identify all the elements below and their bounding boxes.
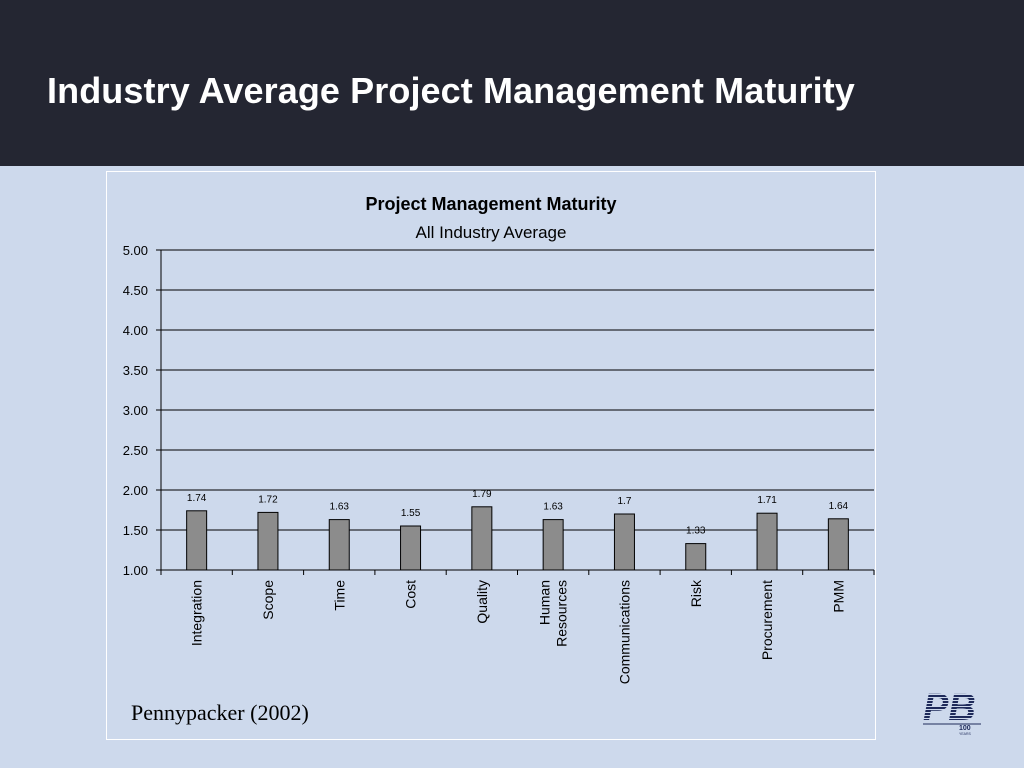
bar xyxy=(685,543,707,571)
data-label: 1.63 xyxy=(330,502,350,513)
data-label: 1.33 xyxy=(686,526,706,537)
data-label: 1.72 xyxy=(258,494,278,505)
category-label: Integration xyxy=(189,580,205,646)
data-label: 1.55 xyxy=(401,508,421,519)
category-label: Procurement xyxy=(759,580,775,660)
y-tick-label: 1.50 xyxy=(123,523,148,538)
title-bar: Industry Average Project Management Matu… xyxy=(0,0,1024,166)
y-tick-label: 4.00 xyxy=(123,323,148,338)
slide-title: Industry Average Project Management Matu… xyxy=(47,70,855,111)
category-label: Quality xyxy=(474,580,490,624)
category-label: Cost xyxy=(403,580,419,609)
y-tick-label: 3.50 xyxy=(123,363,148,378)
category-label: Time xyxy=(331,580,347,611)
logo-badge-sub: YEARS xyxy=(959,732,972,736)
chart-title: Project Management Maturity xyxy=(365,194,616,214)
citation: Pennypacker (2002) xyxy=(131,700,309,725)
y-tick-label: 5.00 xyxy=(123,243,148,258)
pb-logo: PB 100 YEARS xyxy=(923,687,981,736)
data-label: 1.71 xyxy=(757,495,777,506)
y-tick-label: 1.00 xyxy=(123,563,148,578)
data-label: 1.74 xyxy=(187,493,207,504)
bar xyxy=(186,510,208,571)
category-label: Communications xyxy=(616,580,632,684)
category-label: Scope xyxy=(260,580,276,620)
bar xyxy=(328,519,350,571)
data-label: 1.79 xyxy=(472,489,492,500)
bar xyxy=(756,512,778,571)
y-tick-label: 2.50 xyxy=(123,443,148,458)
y-tick-label: 3.00 xyxy=(123,403,148,418)
bar xyxy=(257,511,279,571)
logo-letters: PB xyxy=(923,687,976,729)
bar xyxy=(613,513,635,571)
logo-badge: 100 xyxy=(959,725,971,732)
bar xyxy=(542,519,564,571)
y-tick-label: 2.00 xyxy=(123,483,148,498)
data-label: 1.7 xyxy=(617,496,631,507)
data-label: 1.64 xyxy=(829,501,849,512)
category-label: PMM xyxy=(830,580,846,613)
bar xyxy=(400,525,422,571)
bar xyxy=(471,506,493,571)
bar xyxy=(827,518,849,571)
category-label: Risk xyxy=(688,579,704,607)
chart-panel xyxy=(106,171,876,740)
chart-subtitle: All Industry Average xyxy=(416,223,567,242)
data-label: 1.63 xyxy=(543,502,563,513)
y-tick-label: 4.50 xyxy=(123,283,148,298)
category-label: HumanResources xyxy=(537,580,570,647)
